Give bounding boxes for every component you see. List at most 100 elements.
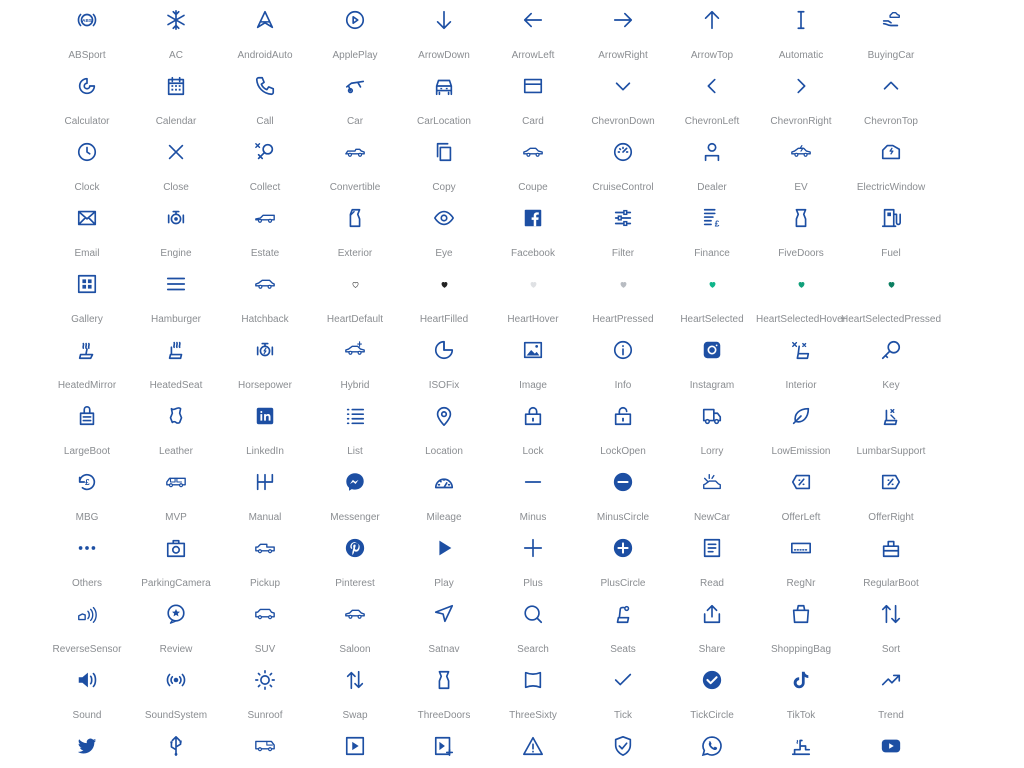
icon-cell-whatsapp[interactable]	[667, 732, 757, 768]
icon-cell-others[interactable]: Others	[42, 534, 132, 594]
icon-cell-tiktok[interactable]: TikTok	[756, 666, 846, 726]
icon-cell-reverse-sensor[interactable]: ReverseSensor	[42, 600, 132, 660]
icon-cell-arrow-right[interactable]: ArrowRight	[578, 6, 668, 66]
icon-cell-list[interactable]: List	[310, 402, 400, 462]
icon-cell-play[interactable]: Play	[399, 534, 489, 594]
icon-cell-heart-default[interactable]: HeartDefault	[310, 270, 400, 330]
icon-cell-lorry[interactable]: Lorry	[667, 402, 757, 462]
icon-cell-image[interactable]: Image	[488, 336, 578, 396]
icon-cell-video-add[interactable]	[399, 732, 489, 768]
icon-cell-car-location[interactable]: CarLocation	[399, 72, 489, 132]
icon-cell-search[interactable]: Search	[488, 600, 578, 660]
icon-cell-swap[interactable]: Swap	[310, 666, 400, 726]
icon-cell-instagram[interactable]: Instagram	[667, 336, 757, 396]
icon-cell-mvp[interactable]: MVP	[131, 468, 221, 528]
icon-cell-arrow-down[interactable]: ArrowDown	[399, 6, 489, 66]
icon-cell-info[interactable]: Info	[578, 336, 668, 396]
icon-cell-hatchback[interactable]: Hatchback	[220, 270, 310, 330]
icon-cell-tick[interactable]: Tick	[578, 666, 668, 726]
icon-cell-filter[interactable]: Filter	[578, 204, 668, 264]
icon-cell-plus-circle[interactable]: PlusCircle	[578, 534, 668, 594]
icon-cell-pickup[interactable]: Pickup	[220, 534, 310, 594]
icon-cell-lock[interactable]: Lock	[488, 402, 578, 462]
icon-cell-cruise-control[interactable]: CruiseControl	[578, 138, 668, 198]
icon-cell-heart-filled[interactable]: HeartFilled	[399, 270, 489, 330]
icon-cell-trend[interactable]: Trend	[846, 666, 936, 726]
icon-cell-seats[interactable]: Seats	[578, 600, 668, 660]
icon-cell-parking-camera[interactable]: ParkingCamera	[131, 534, 221, 594]
icon-cell-reg-nr[interactable]: RegNr	[756, 534, 846, 594]
icon-cell-eye[interactable]: Eye	[399, 204, 489, 264]
icon-cell-usb[interactable]	[131, 732, 221, 768]
icon-cell-coupe[interactable]: Coupe	[488, 138, 578, 198]
icon-cell-warranty[interactable]	[578, 732, 668, 768]
icon-cell-electric-window[interactable]: ElectricWindow	[846, 138, 936, 198]
icon-cell-key[interactable]: Key	[846, 336, 936, 396]
icon-cell-estate[interactable]: Estate	[220, 204, 310, 264]
icon-cell-large-boot[interactable]: LargeBoot	[42, 402, 132, 462]
icon-cell-five-doors[interactable]: FiveDoors	[756, 204, 846, 264]
icon-cell-chevron-down[interactable]: ChevronDown	[578, 72, 668, 132]
icon-cell-email[interactable]: Email	[42, 204, 132, 264]
icon-cell-linkedin[interactable]: LinkedIn	[220, 402, 310, 462]
icon-cell-sound[interactable]: Sound	[42, 666, 132, 726]
icon-cell-review[interactable]: Review	[131, 600, 221, 660]
icon-cell-van[interactable]	[220, 732, 310, 768]
icon-cell-heart-selected[interactable]: HeartSelected	[667, 270, 757, 330]
icon-cell-hamburger[interactable]: Hamburger	[131, 270, 221, 330]
icon-cell-calculator[interactable]: Calculator	[42, 72, 132, 132]
icon-cell-wheelchair[interactable]	[756, 732, 846, 768]
icon-cell-finance[interactable]: £ Finance	[667, 204, 757, 264]
icon-cell-location[interactable]: Location	[399, 402, 489, 462]
icon-cell-twitter[interactable]	[42, 732, 132, 768]
icon-cell-regular-boot[interactable]: RegularBoot	[846, 534, 936, 594]
icon-cell-arrow-top[interactable]: ArrowTop	[667, 6, 757, 66]
icon-cell-copy[interactable]: Copy	[399, 138, 489, 198]
icon-cell-three-doors[interactable]: ThreeDoors	[399, 666, 489, 726]
icon-cell-mbg[interactable]: £ MBG	[42, 468, 132, 528]
icon-cell-calendar[interactable]: Calendar	[131, 72, 221, 132]
icon-cell-leather[interactable]: Leather	[131, 402, 221, 462]
icon-cell-video[interactable]	[310, 732, 400, 768]
icon-cell-suv[interactable]: SUV	[220, 600, 310, 660]
icon-cell-ev[interactable]: EV	[756, 138, 846, 198]
icon-cell-saloon[interactable]: Saloon	[310, 600, 400, 660]
icon-cell-manual[interactable]: Manual	[220, 468, 310, 528]
icon-cell-heated-seat[interactable]: HeatedSeat	[131, 336, 221, 396]
icon-cell-heart-pressed[interactable]: HeartPressed	[578, 270, 668, 330]
icon-cell-youtube[interactable]	[846, 732, 936, 768]
icon-cell-card[interactable]: Card	[488, 72, 578, 132]
icon-cell-chevron-top[interactable]: ChevronTop	[846, 72, 936, 132]
icon-cell-sunroof[interactable]: Sunroof	[220, 666, 310, 726]
icon-cell-snowflake[interactable]: AC	[131, 6, 221, 66]
icon-cell-facebook[interactable]: Facebook	[488, 204, 578, 264]
icon-cell-lock-open[interactable]: LockOpen	[578, 402, 668, 462]
icon-cell-engine[interactable]: Engine	[131, 204, 221, 264]
icon-cell-chevron-left[interactable]: ChevronLeft	[667, 72, 757, 132]
icon-cell-read[interactable]: Read	[667, 534, 757, 594]
icon-cell-mileage[interactable]: Mileage	[399, 468, 489, 528]
icon-cell-lumbar-support[interactable]: LumbarSupport	[846, 402, 936, 462]
icon-cell-warning[interactable]	[488, 732, 578, 768]
icon-cell-plus[interactable]: Plus	[488, 534, 578, 594]
icon-cell-isofix[interactable]: ISOFix	[399, 336, 489, 396]
icon-cell-sound-system[interactable]: SoundSystem	[131, 666, 221, 726]
icon-cell-horsepower[interactable]: Horsepower	[220, 336, 310, 396]
icon-cell-tick-circle[interactable]: TickCircle	[667, 666, 757, 726]
icon-cell-three-sixty[interactable]: ThreeSixty	[488, 666, 578, 726]
icon-cell-clock[interactable]: Clock	[42, 138, 132, 198]
icon-cell-apple-play[interactable]: ApplePlay	[310, 6, 400, 66]
icon-cell-satnav[interactable]: Satnav	[399, 600, 489, 660]
icon-cell-shopping-bag[interactable]: ShoppingBag	[756, 600, 846, 660]
icon-cell-minus[interactable]: Minus	[488, 468, 578, 528]
icon-cell-heart-hover[interactable]: HeartHover	[488, 270, 578, 330]
icon-cell-close[interactable]: Close	[131, 138, 221, 198]
icon-cell-collect[interactable]: Collect	[220, 138, 310, 198]
icon-cell-buying-car[interactable]: BuyingCar	[846, 6, 936, 66]
icon-cell-interior[interactable]: Interior	[756, 336, 846, 396]
icon-cell-car[interactable]: Car	[310, 72, 400, 132]
icon-cell-fuel[interactable]: Fuel	[846, 204, 936, 264]
icon-cell-dealer[interactable]: Dealer	[667, 138, 757, 198]
icon-cell-offer-left[interactable]: OfferLeft	[756, 468, 846, 528]
icon-cell-abs[interactable]: ABS ABSport	[42, 6, 132, 66]
